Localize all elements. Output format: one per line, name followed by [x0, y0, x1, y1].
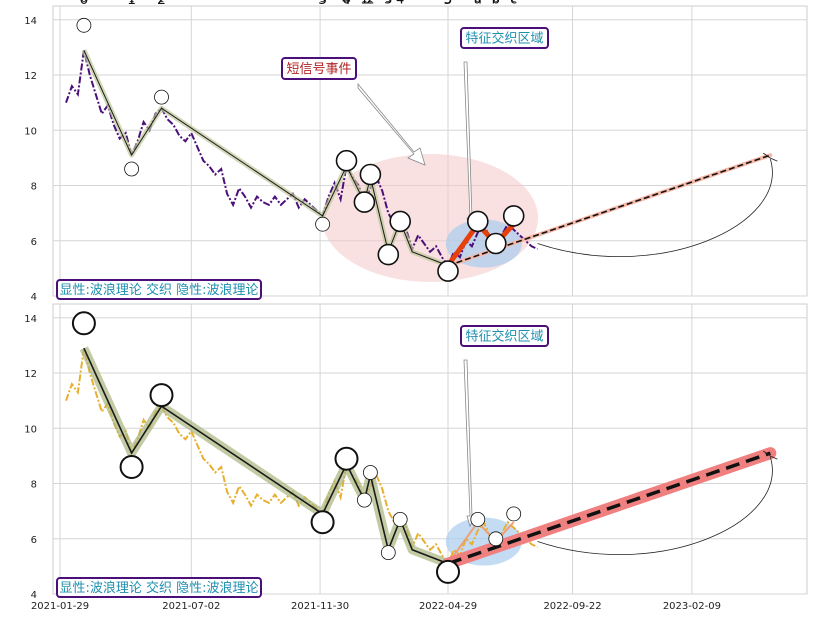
feature-overlap-label: 特征交织区域 — [465, 329, 543, 345]
wave-label-circle — [334, 446, 359, 471]
theory-legend-label: 显性:波浪理论 交织 隐性:波浪理论 — [59, 580, 258, 596]
wave-label: 3 — [320, 0, 326, 5]
wave-label: 1 — [360, 0, 368, 8]
wave-label: 5 — [444, 0, 452, 8]
wave-label-circle — [315, 216, 331, 232]
theory-legend-label: 显性:波浪理论 交织 隐性:波浪理论 — [59, 282, 258, 298]
x-tick-label: 2021-07-02 — [162, 601, 220, 612]
wave-label: b — [493, 0, 499, 5]
price-series-line — [65, 49, 538, 268]
wave-label: 2 — [159, 0, 165, 5]
y-tick-label: 8 — [31, 182, 37, 193]
projection-line — [447, 451, 771, 566]
wave-label: 3 — [384, 0, 392, 8]
wave-label-circle — [119, 455, 144, 479]
wave-label-circle — [76, 17, 92, 33]
x-tick-label: 2023-02-09 — [663, 601, 721, 612]
theory-legend-label-box — [56, 577, 262, 598]
y-tick-label: 8 — [31, 480, 37, 491]
x-tick-label: 2021-01-29 — [31, 601, 89, 612]
wave-label: 1 — [127, 0, 136, 8]
wave-label: a — [475, 0, 481, 5]
short-signal-event-label: 短信号事件 — [286, 62, 351, 77]
wave-label-circle — [359, 163, 382, 186]
wave-label-circle — [71, 311, 96, 336]
wave-label-circle — [380, 545, 396, 560]
wave-label: a — [474, 0, 482, 8]
wave-label-circle — [124, 161, 140, 177]
wave-label: 2 — [157, 0, 166, 8]
wave-label-circle — [377, 243, 400, 266]
y-tick-label: 10 — [24, 126, 37, 137]
wave-label: b — [492, 0, 500, 8]
wave-label: 0 — [342, 0, 350, 8]
wave-label-circle — [488, 531, 504, 547]
wave-label-circle — [353, 191, 376, 213]
y-tick-label: 14 — [24, 314, 37, 325]
feature-overlap-label-box — [460, 27, 549, 49]
wave-label: 0 — [79, 0, 88, 8]
projection-arrow-head — [763, 450, 778, 460]
wave-label-circle — [310, 510, 335, 535]
y-tick-label: 6 — [31, 535, 37, 546]
wave-label-circle — [484, 232, 507, 255]
short-signal-event-label-box — [281, 57, 357, 80]
y-tick-label: 4 — [31, 590, 37, 601]
projection-arrow-head — [763, 152, 778, 162]
wave-label: 5 — [444, 0, 453, 8]
wave-label: 2 — [366, 0, 374, 8]
wave-label: 1 — [362, 0, 368, 5]
projection-curve-arrow — [537, 159, 773, 257]
y-tick-label: 14 — [24, 16, 37, 27]
correction-wave-line — [447, 521, 515, 565]
wave-label-circle — [470, 512, 486, 527]
x-tick-label: 2022-04-29 — [419, 601, 477, 612]
wave-label-circle — [466, 210, 489, 233]
y-tick-label: 10 — [24, 424, 37, 435]
wave-label-circle — [335, 149, 358, 172]
wave-label: 3 — [385, 0, 391, 5]
wave-label: c — [511, 0, 516, 5]
plot-area — [52, 303, 808, 595]
wave-label: 2 — [368, 0, 374, 5]
wave-label-circle — [389, 210, 412, 233]
wave-label-circle — [154, 89, 169, 105]
x-tick-label: 2021-11-30 — [291, 601, 349, 612]
wave-label-circle — [362, 465, 378, 480]
feature-overlap-label: 特征交织区域 — [465, 31, 543, 47]
y-tick-label: 12 — [24, 369, 37, 380]
signal-pointer-arrow — [357, 82, 426, 166]
theory-legend-label-box — [56, 279, 262, 300]
wave-label-circle — [392, 512, 408, 527]
correction-wave-line — [445, 221, 516, 268]
wave-label: 4 — [397, 0, 403, 5]
wave-label: 4 — [396, 0, 404, 8]
wave-label-circle — [506, 506, 522, 522]
wave-label-circle — [356, 492, 372, 508]
wave-label: c — [510, 0, 517, 8]
wave-label: 4 — [342, 0, 351, 8]
y-tick-label: 12 — [24, 71, 37, 82]
y-tick-label: 4 — [31, 292, 37, 303]
x-tick-label: 2022-09-22 — [543, 601, 601, 612]
wave-label-circle — [436, 559, 460, 584]
feature-overlap-label-box — [460, 325, 549, 347]
wave-label-circle — [437, 260, 459, 282]
wave-label: 0 — [81, 0, 87, 5]
wave-label: 1 — [129, 0, 135, 5]
wave-label-circle — [149, 383, 174, 408]
wave-label-circle — [502, 205, 525, 227]
y-tick-label: 6 — [31, 237, 37, 248]
wave-label: 3 — [318, 0, 327, 8]
projection-curve-arrow — [537, 457, 773, 555]
